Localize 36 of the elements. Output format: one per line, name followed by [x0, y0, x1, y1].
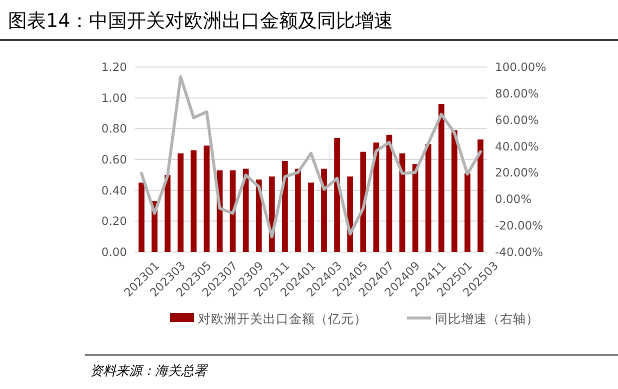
y-tick-label: 0.60: [101, 152, 127, 166]
y-tick-label: 0.40: [101, 183, 127, 198]
y2-tick-label: 100.00%: [495, 60, 546, 74]
y-tick-label: 0.80: [101, 122, 127, 136]
y-tick-label: 0.20: [101, 214, 127, 228]
y2-tick-label: -20.00%: [495, 218, 544, 233]
bar: [438, 104, 444, 252]
y2-tick-label: 40.00%: [495, 139, 539, 154]
bar: [321, 168, 327, 252]
bar: [334, 138, 340, 252]
chart-title: 图表14：中国开关对欧洲出口金额及同比增速: [8, 10, 394, 32]
bar: [464, 173, 470, 252]
bar: [190, 150, 197, 252]
bar: [178, 153, 184, 252]
bar: [295, 168, 301, 252]
text: 资料来源：海关总署: [90, 364, 209, 379]
y2-tick-label: 0.00%: [495, 192, 532, 206]
y2-tick-label: -40.00%: [495, 245, 544, 259]
bar: [308, 182, 314, 252]
line-series: [140, 75, 482, 238]
bar: [360, 152, 366, 252]
legend-label: 对欧洲开关出口金额（亿元）: [198, 311, 367, 326]
legend-label: 同比增速（右轴）: [435, 311, 539, 326]
y2-tick-label: 60.00%: [495, 112, 539, 127]
bar: [204, 146, 210, 252]
y-tick-label: 1.00: [101, 90, 127, 105]
y-tick-label: 0.00: [101, 245, 127, 259]
bar: [425, 144, 432, 252]
bar: [138, 182, 144, 252]
y2-tick-label: 80.00%: [495, 86, 539, 100]
bar: [282, 161, 288, 252]
bar: [451, 130, 458, 252]
bar: [164, 174, 171, 252]
y2-tick-label: 20.00%: [495, 166, 539, 180]
y-tick-label: 1.20: [101, 60, 127, 74]
bar: [478, 139, 484, 252]
